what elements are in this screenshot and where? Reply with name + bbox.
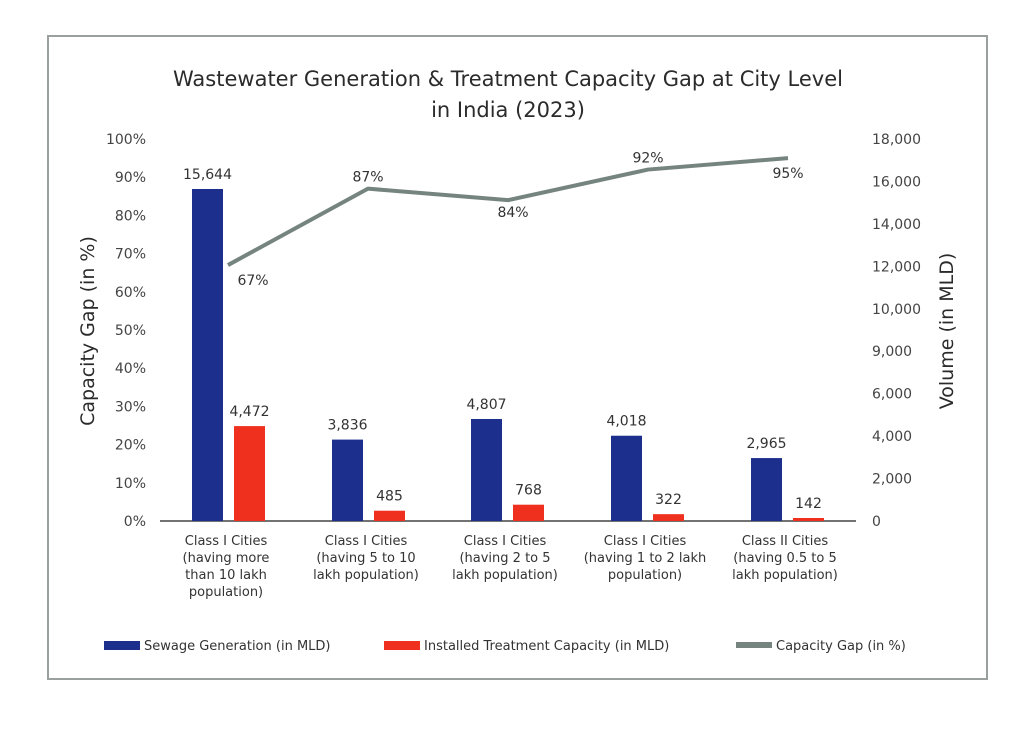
category-label: population)	[189, 585, 263, 600]
left-tick-label: 60%	[115, 285, 146, 301]
sewage-generation-bar	[611, 435, 642, 521]
left-tick-label: 40%	[115, 361, 146, 377]
capacity-gap-data-label: 87%	[352, 170, 383, 186]
capacity-gap-line: 67% 87% 84% 92% 95%	[227, 151, 804, 289]
category-label: Class I Cities	[464, 534, 547, 549]
legend-swatch	[104, 641, 140, 650]
bar-data-labels: 15,644 3,836 4,807 4,018 2,965 4,472 485 768 322…	[183, 167, 822, 512]
right-axis-label: Volume (in MLD)	[936, 253, 958, 410]
sewage-generation-data-label: 2,965	[746, 436, 786, 452]
right-tick-label: 14,000	[872, 217, 921, 233]
treatment-capacity-bar	[374, 510, 405, 521]
chart-title: Wastewater Generation & Treatment Capaci…	[173, 67, 843, 122]
treatment-capacity-data-label: 322	[655, 492, 682, 508]
left-axis-label: Capacity Gap (in %)	[77, 236, 99, 426]
treatment-capacity-data-label: 768	[515, 483, 542, 499]
right-tick-label: 16,000	[872, 174, 921, 190]
legend-label: Installed Treatment Capacity (in MLD)	[424, 639, 669, 654]
category-label: (having more	[183, 551, 270, 566]
left-tick-label: 90%	[115, 170, 146, 186]
right-tick-label: 10,000	[872, 302, 921, 318]
category-label: population)	[608, 568, 682, 583]
left-tick-label: 0%	[124, 514, 146, 530]
right-tick-label: 4,000	[872, 429, 912, 445]
chart-title-line-1: Wastewater Generation & Treatment Capaci…	[173, 67, 843, 91]
category-label: lakh population)	[452, 568, 558, 583]
capacity-gap-data-label: 95%	[772, 166, 803, 182]
treatment-capacity-bar	[513, 504, 544, 521]
right-tick-label: 2,000	[872, 472, 912, 488]
sewage-generation-bar	[471, 418, 502, 521]
legend-label: Sewage Generation (in MLD)	[144, 639, 330, 654]
left-tick-label: 100%	[106, 132, 146, 148]
category-label: Class II Cities	[742, 534, 829, 549]
left-tick-label: 70%	[115, 247, 146, 263]
legend-swatch	[384, 641, 420, 650]
sewage-generation-data-label: 15,644	[183, 167, 232, 183]
category-labels: Class I Cities (having more than 10 lakh po…	[183, 534, 838, 600]
left-tick-label: 10%	[115, 476, 146, 492]
capacity-gap-data-label: 67%	[237, 273, 268, 289]
left-tick-label: 30%	[115, 399, 146, 415]
left-tick-label: 20%	[115, 438, 146, 454]
treatment-capacity-data-label: 142	[795, 496, 822, 512]
capacity-gap-data-label: 92%	[632, 151, 663, 167]
treatment-capacity-bar	[793, 517, 824, 521]
legend: Sewage Generation (in MLD) Installed Trea…	[104, 639, 906, 654]
treatment-capacity-bar	[234, 426, 265, 521]
chart-frame	[47, 35, 988, 680]
category-label: (having 2 to 5	[459, 551, 550, 566]
right-tick-label: 6,000	[872, 387, 912, 403]
treatment-capacity-data-label: 485	[376, 489, 403, 505]
right-axis-ticks: 0 2,000 4,000 6,000 9,000 10,000 12,000 14,000 1…	[872, 132, 921, 530]
left-tick-label: 50%	[115, 323, 146, 339]
right-tick-label: 0	[872, 514, 881, 530]
category-label: lakh population)	[313, 568, 419, 583]
sewage-generation-bar	[332, 439, 363, 521]
bars	[192, 188, 824, 521]
chart-title-line-2: in India (2023)	[431, 98, 585, 122]
legend-label: Capacity Gap (in %)	[776, 639, 906, 654]
capacity-gap-data-label: 84%	[497, 205, 528, 221]
sewage-generation-bar	[751, 458, 782, 521]
sewage-generation-data-label: 3,836	[327, 418, 367, 434]
sewage-generation-data-label: 4,807	[466, 397, 506, 413]
right-tick-label: 18,000	[872, 132, 921, 148]
category-label: (having 0.5 to 5	[733, 551, 836, 566]
category-label: (having 1 to 2 lakh	[584, 551, 707, 566]
category-label: (having 5 to 10	[316, 551, 415, 566]
sewage-generation-bar	[192, 188, 223, 521]
right-tick-label: 9,000	[872, 344, 912, 360]
category-label: Class I Cities	[604, 534, 687, 549]
left-tick-label: 80%	[115, 208, 146, 224]
category-label: lakh population)	[732, 568, 838, 583]
category-label: Class I Cities	[185, 534, 268, 549]
left-axis-ticks: 0% 10% 20% 30% 40% 50% 60% 70% 80% 90% 100%	[106, 132, 146, 530]
sewage-generation-data-label: 4,018	[606, 414, 646, 430]
treatment-capacity-data-label: 4,472	[229, 404, 269, 420]
treatment-capacity-bar	[653, 514, 684, 521]
capacity-gap-series-line	[227, 156, 789, 267]
legend-swatch	[736, 642, 772, 648]
category-label: than 10 lakh	[185, 568, 267, 583]
right-tick-label: 12,000	[872, 259, 921, 275]
category-label: Class I Cities	[325, 534, 408, 549]
